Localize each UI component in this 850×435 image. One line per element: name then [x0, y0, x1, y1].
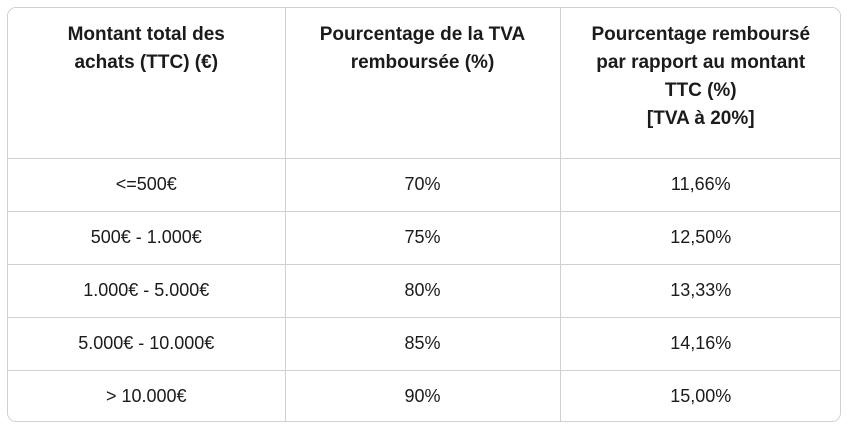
cell-tva-refund: 70% [285, 158, 561, 212]
header-row: Montant total des achats (TTC) (€) Pourc… [8, 8, 840, 159]
cell-refund-vs-ttc: 14,16% [560, 317, 840, 371]
cell-amount: 5.000€ - 10.000€ [8, 317, 286, 371]
cell-tva-refund: 90% [285, 370, 561, 421]
header-amount-line-1: Montant total des [67, 24, 225, 45]
cell-refund-vs-ttc: 15,00% [560, 370, 840, 421]
table-row: 1.000€ - 5.000€ 80% 13,33% [8, 264, 840, 318]
header-refund-vs-ttc-line-1: Pourcentage remboursé [591, 24, 811, 45]
cell-amount: 500€ - 1.000€ [8, 211, 286, 265]
tva-refund-table: Montant total des achats (TTC) (€) Pourc… [7, 7, 841, 422]
header-amount-ttc: Montant total des achats (TTC) (€) [8, 8, 286, 159]
header-tva-refund-line-2: remboursée (%) [350, 52, 495, 73]
cell-refund-vs-ttc: 13,33% [560, 264, 840, 318]
cell-tva-refund: 75% [285, 211, 561, 265]
header-refund-vs-ttc-line-4: [TVA à 20%] [646, 108, 755, 129]
cell-refund-vs-ttc: 12,50% [560, 211, 840, 265]
table-row: 5.000€ - 10.000€ 85% 14,16% [8, 317, 840, 371]
header-refund-vs-ttc-line-3: TTC (%) [664, 80, 737, 101]
header-amount-line-2: achats (TTC) (€) [74, 52, 219, 73]
cell-amount: <=500€ [8, 158, 286, 212]
table-row: 500€ - 1.000€ 75% 12,50% [8, 211, 840, 265]
cell-amount: 1.000€ - 5.000€ [8, 264, 286, 318]
header-refund-vs-ttc-line-2: par rapport au montant [596, 52, 806, 73]
header-tva-refund-line-1: Pourcentage de la TVA [319, 24, 526, 45]
header-refund-vs-ttc-pct: Pourcentage remboursé par rapport au mon… [560, 8, 840, 159]
cell-tva-refund: 85% [285, 317, 561, 371]
table: Montant total des achats (TTC) (€) Pourc… [8, 8, 840, 421]
cell-amount: > 10.000€ [8, 370, 286, 421]
header-tva-refund-pct: Pourcentage de la TVA remboursée (%) [285, 8, 561, 159]
table-row: > 10.000€ 90% 15,00% [8, 370, 840, 421]
cell-tva-refund: 80% [285, 264, 561, 318]
table-row: <=500€ 70% 11,66% [8, 158, 840, 212]
cell-refund-vs-ttc: 11,66% [560, 158, 840, 212]
